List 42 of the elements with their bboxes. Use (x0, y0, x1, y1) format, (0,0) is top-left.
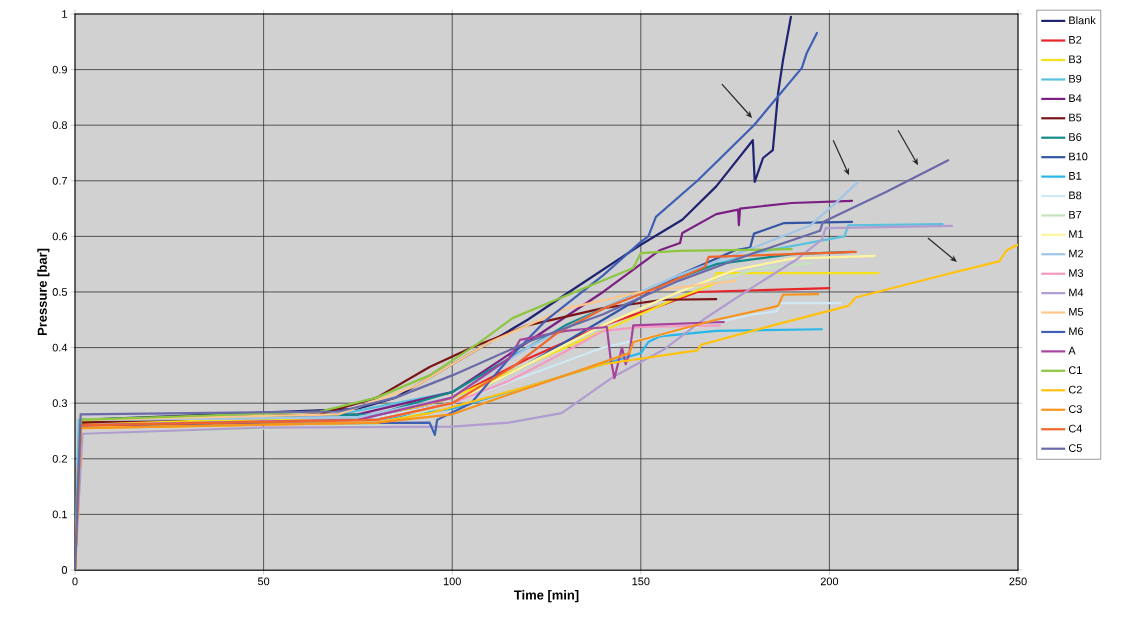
legend-label: A (1068, 346, 1076, 355)
y-tick-label: 0.2 (52, 454, 67, 463)
x-tick-label: 150 (632, 577, 650, 586)
y-tick-label: 0.1 (52, 510, 67, 519)
y-tick-label: 0.6 (52, 232, 67, 241)
x-tick-label: 100 (443, 577, 461, 586)
legend-label: M4 (1069, 288, 1084, 297)
legend-label: B7 (1069, 210, 1082, 219)
x-tick-label: 0 (72, 577, 78, 586)
x-tick-label: 200 (820, 577, 839, 586)
legend-label: C2 (1068, 385, 1082, 394)
y-tick-label: 0.3 (52, 399, 67, 408)
y-tick-label: 0.4 (52, 343, 68, 352)
legend-label: Blank (1069, 16, 1096, 25)
legend-label: M5 (1069, 308, 1084, 316)
legend-label: C5 (1068, 444, 1082, 452)
y-tick-label: 0.8 (52, 121, 67, 130)
legend-label: B3 (1069, 55, 1082, 64)
legend-label: B1 (1069, 172, 1082, 180)
legend-label: M2 (1069, 249, 1084, 258)
legend-label: B4 (1069, 94, 1082, 102)
legend-label: C3 (1068, 405, 1082, 413)
legend-label: B2 (1069, 35, 1082, 44)
legend-label: B10 (1069, 152, 1088, 161)
y-tick-label: 1 (62, 10, 67, 18)
legend-label: M6 (1069, 327, 1084, 336)
legend-label: B5 (1069, 113, 1082, 122)
x-axis-title: Time [min] (514, 590, 579, 603)
y-tick-label: 0 (61, 566, 68, 574)
y-axis-title: Pressure [bar] (37, 248, 50, 336)
y-tick-label: 0.7 (52, 176, 67, 185)
legend-label: B8 (1069, 191, 1082, 200)
y-tick-label: 0.5 (52, 288, 68, 296)
x-tick-label: 50 (257, 577, 270, 586)
legend-label: C4 (1068, 424, 1083, 433)
legend-label: M1 (1069, 230, 1084, 238)
legend-label: C1 (1068, 366, 1082, 374)
y-tick-label: 0.9 (52, 65, 67, 74)
legend-label: M3 (1069, 269, 1084, 277)
legend-label: B9 (1069, 74, 1082, 83)
legend-label: B6 (1069, 133, 1082, 141)
x-tick-label: 250 (1009, 577, 1027, 586)
